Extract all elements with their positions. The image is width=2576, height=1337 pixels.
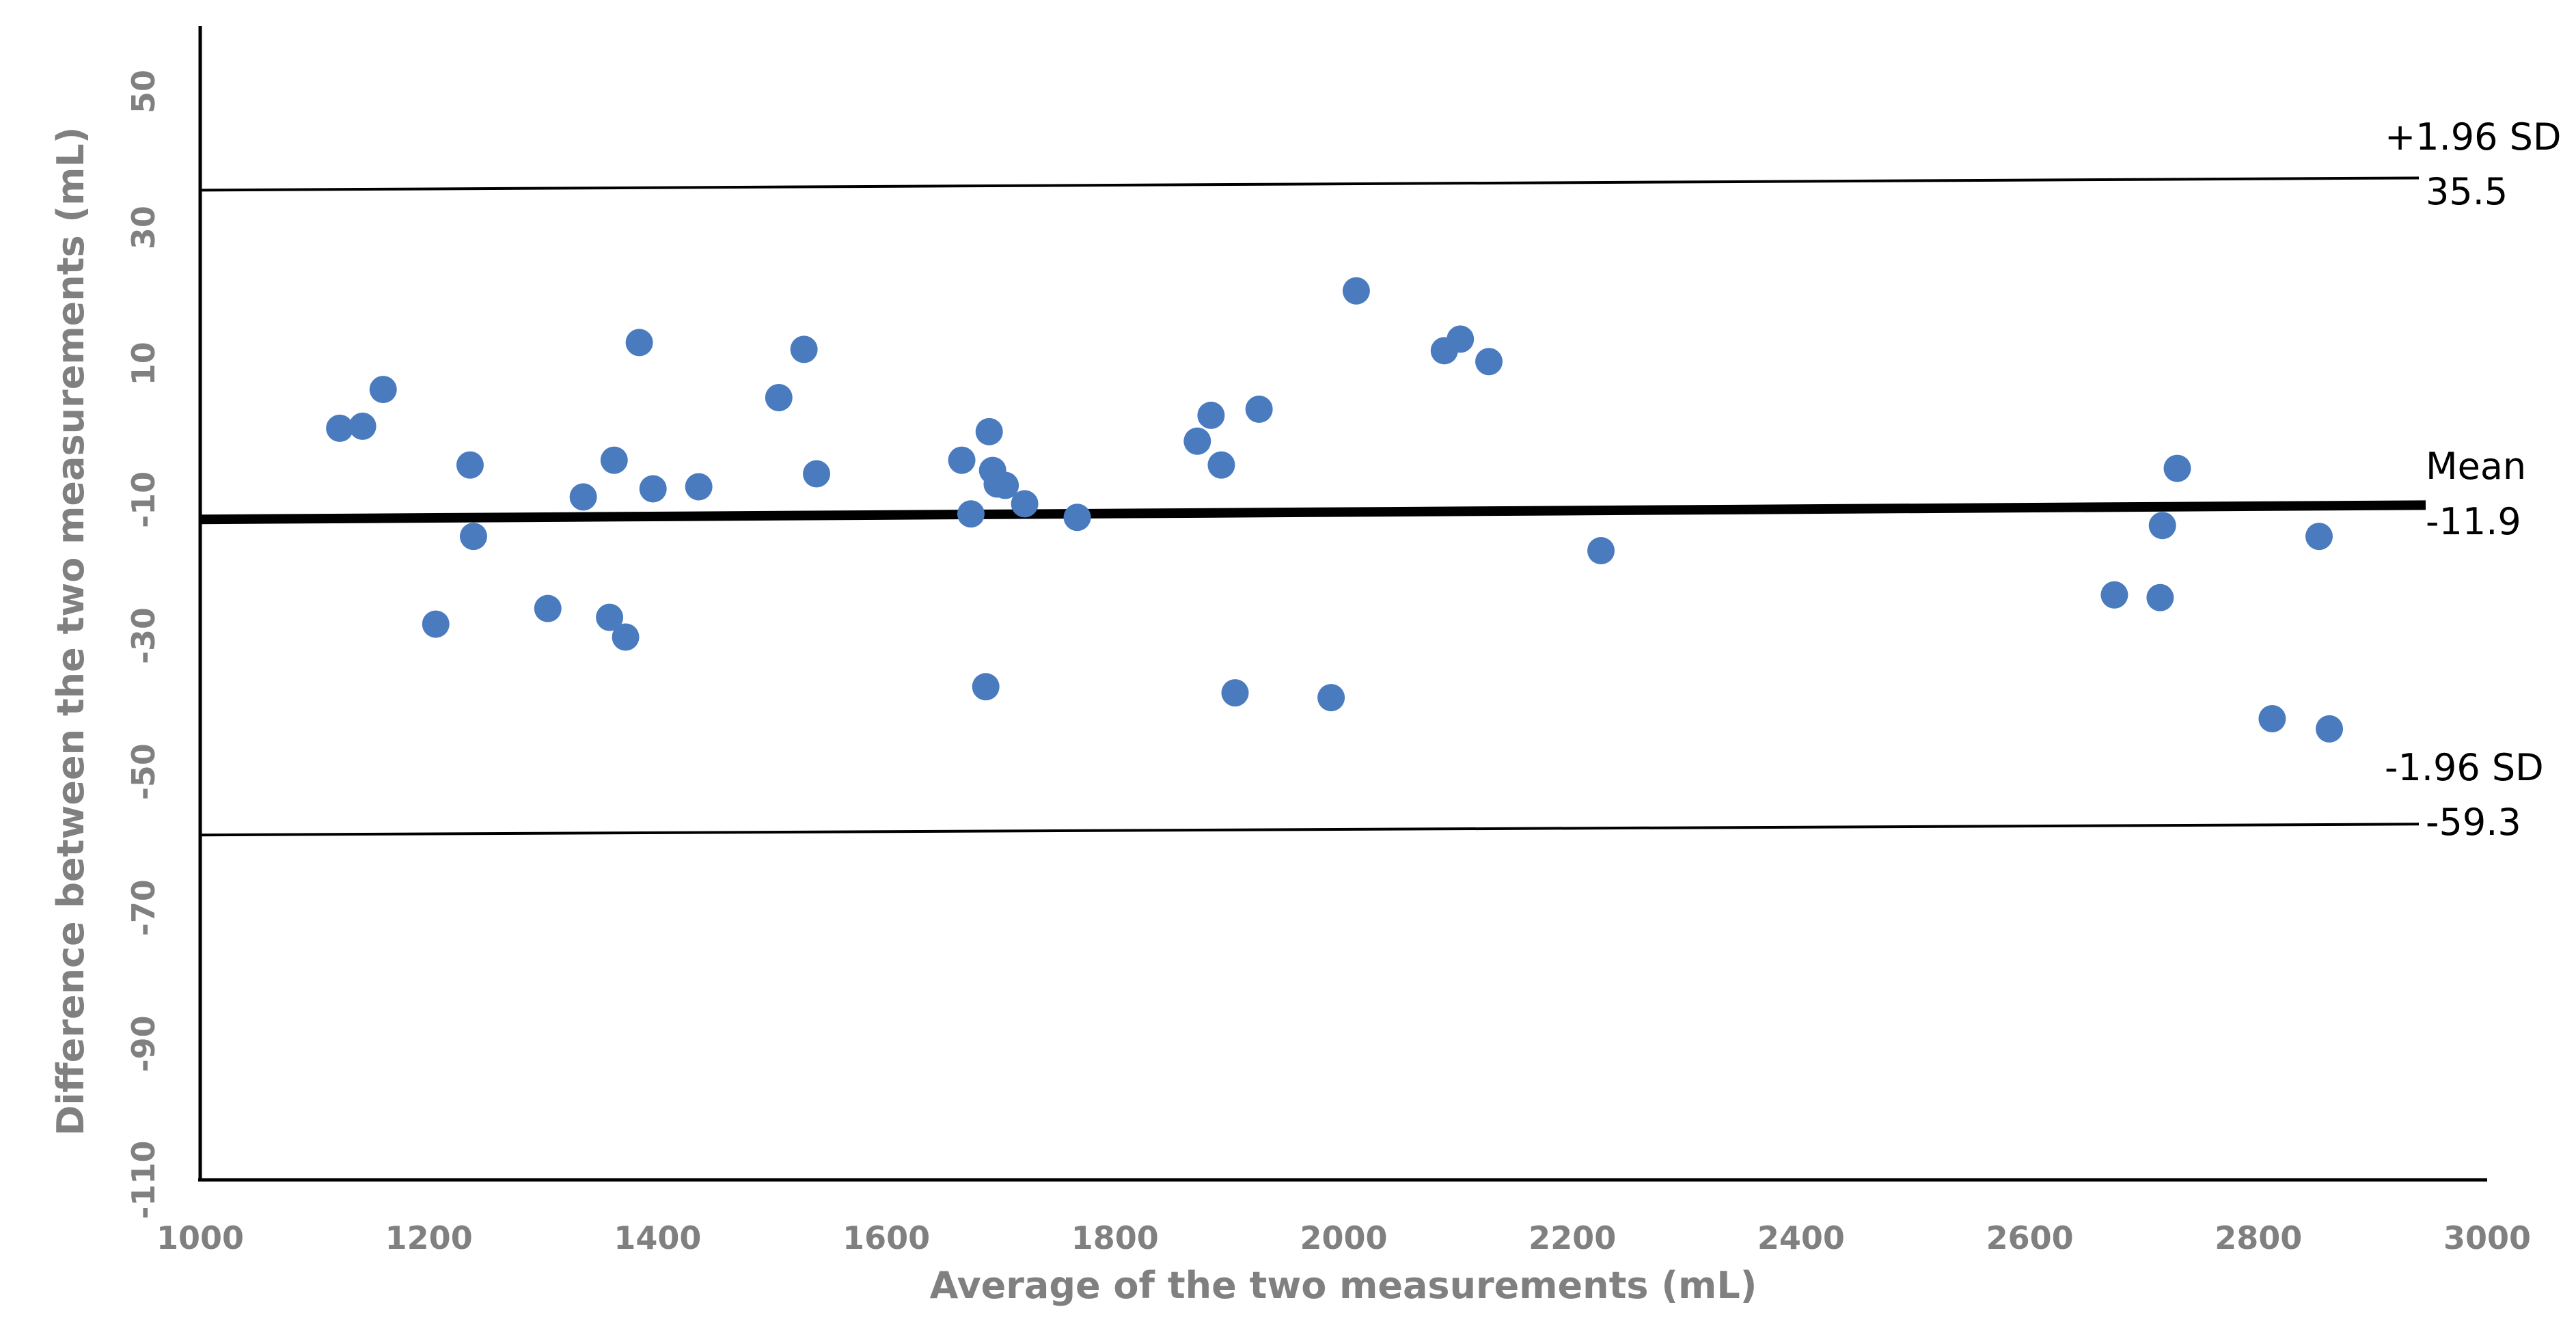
- data-point: [326, 414, 354, 442]
- y-axis-title: Difference between the two measurements …: [49, 127, 92, 1136]
- data-point: [422, 610, 450, 638]
- lower-limit-label: -1.96 SD: [2385, 746, 2544, 789]
- data-point: [957, 500, 985, 528]
- x-tick-label: 3000: [2443, 1219, 2531, 1256]
- data-point: [569, 483, 597, 511]
- x-tick-labels: 1000 1200 1400 1600 1800 2000 2200 2400 2600 2800…: [156, 1219, 2531, 1256]
- lower-limit-value: -59.3: [2426, 801, 2521, 844]
- data-point: [1447, 325, 1475, 353]
- data-point: [596, 603, 624, 631]
- y-tick-label: -110: [125, 1140, 162, 1219]
- mean-line: [200, 500, 2426, 525]
- data-point: [975, 417, 1003, 445]
- data-point: [1587, 537, 1615, 565]
- data-point: [459, 523, 487, 551]
- mean-value: -11.9: [2426, 500, 2521, 543]
- data-point: [1197, 401, 1225, 429]
- x-axis-title: Average of the two measurements (mL): [930, 1264, 1757, 1307]
- x-tick-label: 2200: [1529, 1219, 1616, 1256]
- data-point: [348, 412, 376, 440]
- x-tick-label: 2800: [2215, 1219, 2302, 1256]
- x-tick-label: 1000: [156, 1219, 244, 1256]
- data-point: [600, 446, 628, 474]
- data-point: [1011, 490, 1039, 518]
- data-point: [369, 376, 397, 404]
- data-point: [1221, 679, 1249, 707]
- data-point: [1207, 451, 1235, 479]
- data-point: [2316, 715, 2344, 743]
- y-tick-label: -70: [125, 879, 162, 936]
- y-tick-label: 50: [125, 70, 162, 113]
- y-tick-label: -30: [125, 607, 162, 664]
- mean-label: Mean: [2426, 445, 2526, 488]
- data-point: [2258, 704, 2286, 732]
- y-tick-label: 30: [125, 206, 162, 249]
- reference-lines: [200, 176, 2426, 837]
- data-point: [534, 594, 562, 622]
- data-point: [1475, 348, 1503, 376]
- data-point: [948, 446, 976, 474]
- y-tick-label: -90: [125, 1015, 162, 1072]
- x-tick-label: 1800: [1071, 1219, 1159, 1256]
- data-point: [1317, 684, 1345, 712]
- upper-limit-label: +1.96 SD: [2385, 115, 2562, 158]
- data-point: [1063, 504, 1091, 532]
- lower-limit-line: [200, 823, 2420, 837]
- data-point: [2148, 512, 2176, 540]
- data-point: [790, 335, 818, 363]
- y-tick-label: -10: [125, 471, 162, 528]
- x-tick-label: 1600: [842, 1219, 930, 1256]
- x-tick-label: 2600: [1986, 1219, 2074, 1256]
- y-tick-label: -50: [125, 743, 162, 800]
- x-tick-label: 2000: [1300, 1219, 1387, 1256]
- data-point: [612, 623, 640, 651]
- data-point: [2146, 583, 2174, 611]
- data-point: [765, 384, 793, 412]
- data-point: [803, 460, 831, 488]
- y-tick-labels: -110 -90 -70 -50 -30 -10 10 30 50: [125, 70, 162, 1219]
- data-point: [685, 473, 713, 501]
- data-point: [456, 451, 484, 479]
- y-tick-label: 10: [125, 342, 162, 385]
- x-tick-label: 1400: [614, 1219, 701, 1256]
- data-point: [1342, 277, 1370, 305]
- upper-limit-line: [200, 176, 2420, 192]
- data-point: [639, 475, 667, 503]
- upper-limit-value: 35.5: [2426, 170, 2508, 213]
- data-point: [625, 329, 653, 357]
- data-points: [326, 277, 2344, 743]
- data-point: [2163, 454, 2191, 482]
- data-point: [991, 471, 1019, 499]
- data-point: [2100, 581, 2128, 609]
- data-point: [2305, 523, 2333, 551]
- data-point: [1183, 427, 1211, 455]
- x-tick-label: 1200: [385, 1219, 473, 1256]
- x-tick-label: 2400: [1757, 1219, 1845, 1256]
- data-point: [972, 673, 1000, 701]
- data-point: [1245, 395, 1273, 423]
